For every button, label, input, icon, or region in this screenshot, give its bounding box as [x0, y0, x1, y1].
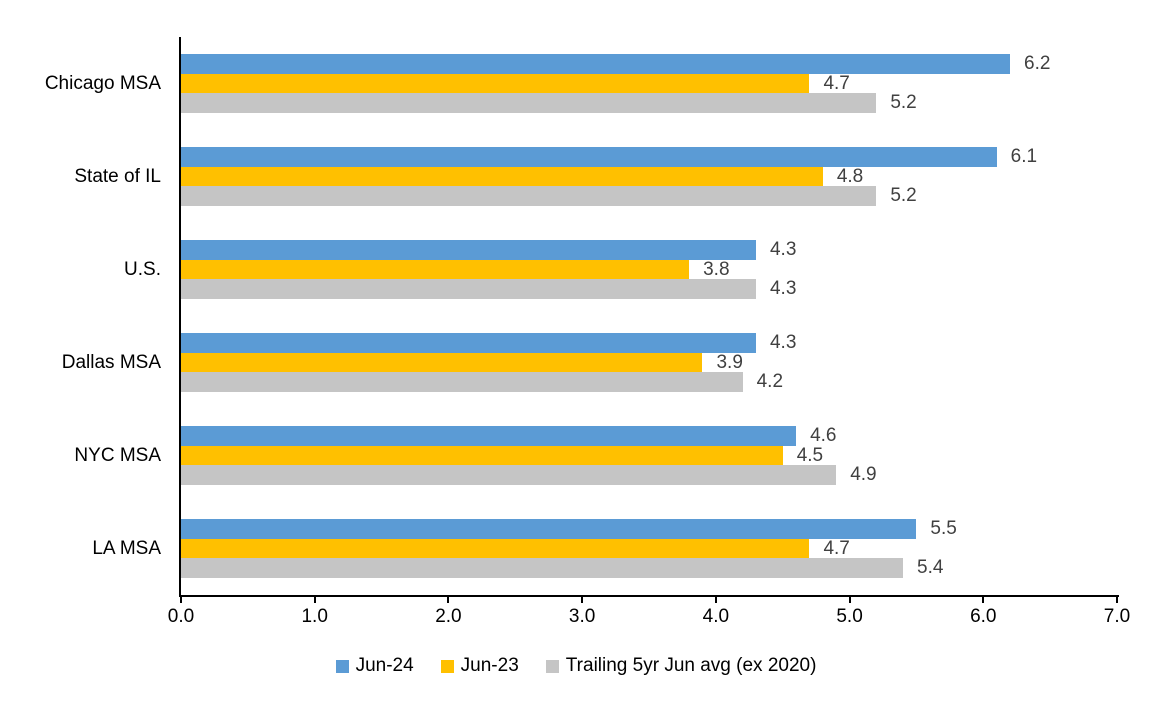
x-axis-tick	[848, 597, 851, 603]
value-label: 3.8	[703, 258, 730, 280]
y-axis-line	[179, 37, 181, 597]
legend-label: Jun-24	[355, 655, 414, 676]
bar	[181, 240, 756, 260]
legend-item: Trailing 5yr Jun avg (ex 2020)	[545, 655, 817, 677]
x-axis-tick-label: 7.0	[1103, 606, 1131, 627]
value-label: 4.3	[769, 239, 797, 260]
category-label: NYC MSA	[74, 444, 161, 466]
bar	[181, 445, 783, 466]
value-label: 6.1	[1010, 146, 1038, 167]
value-label: 4.3	[769, 332, 797, 353]
x-axis-tick	[581, 597, 584, 603]
value-label: 5.4	[917, 557, 944, 578]
bar	[181, 372, 743, 392]
value-label: 4.5	[796, 444, 824, 466]
category-label: Dallas MSA	[61, 351, 161, 373]
bar	[181, 352, 703, 373]
legend-item: Jun-23	[440, 655, 519, 677]
bar	[181, 93, 877, 113]
category-label: State of IL	[74, 165, 161, 187]
bar	[181, 538, 810, 559]
x-axis-tick-label: 1.0	[301, 606, 328, 627]
value-label: 6.2	[1024, 53, 1051, 74]
value-label: 5.5	[930, 518, 957, 539]
bar	[181, 186, 877, 206]
bar	[181, 333, 756, 353]
bar	[181, 54, 1011, 74]
bar	[181, 426, 797, 446]
value-label: 5.2	[890, 185, 917, 206]
value-label: 4.6	[810, 425, 837, 446]
bar	[181, 465, 837, 485]
value-label: 4.8	[836, 165, 864, 187]
legend-swatch	[335, 659, 349, 673]
value-label: 5.2	[890, 92, 917, 113]
x-axis-tick-label: 0.0	[167, 606, 195, 627]
x-axis-tick-label: 2.0	[435, 606, 462, 627]
bar	[181, 259, 690, 280]
category-label: LA MSA	[92, 537, 161, 559]
bar	[181, 73, 810, 94]
x-axis-tick	[714, 597, 717, 603]
x-axis-tick-label: 3.0	[568, 606, 596, 627]
legend-label: Jun-23	[460, 655, 519, 676]
legend-label: Trailing 5yr Jun avg (ex 2020)	[565, 655, 817, 676]
bar	[181, 147, 997, 167]
value-label: 4.7	[823, 72, 850, 94]
x-axis-tick	[447, 597, 450, 603]
value-label: 4.9	[850, 464, 877, 485]
bar	[181, 279, 756, 299]
category-label: U.S.	[124, 258, 161, 280]
x-axis-tick	[180, 597, 182, 603]
value-label: 4.3	[769, 278, 797, 299]
value-label: 4.7	[823, 537, 850, 559]
x-axis-tick-label: 4.0	[702, 606, 730, 627]
x-axis-tick	[1116, 597, 1118, 603]
x-axis-tick	[982, 597, 985, 603]
category-label: Chicago MSA	[44, 72, 161, 94]
legend-item: Jun-24	[335, 655, 414, 677]
legend-swatch	[545, 659, 559, 673]
legend-swatch	[440, 659, 454, 673]
x-axis-line	[179, 595, 1119, 597]
x-axis-tick	[313, 597, 316, 603]
bar	[181, 558, 904, 578]
bar	[181, 166, 823, 187]
value-label: 3.9	[716, 351, 743, 373]
legend: Jun-24 Jun-23 Trailing 5yr Jun avg (ex 202…	[0, 652, 1152, 680]
bar	[181, 519, 917, 539]
x-axis-tick-label: 5.0	[836, 606, 863, 627]
x-axis-tick-label: 6.0	[970, 606, 997, 627]
value-label: 4.2	[756, 371, 784, 392]
